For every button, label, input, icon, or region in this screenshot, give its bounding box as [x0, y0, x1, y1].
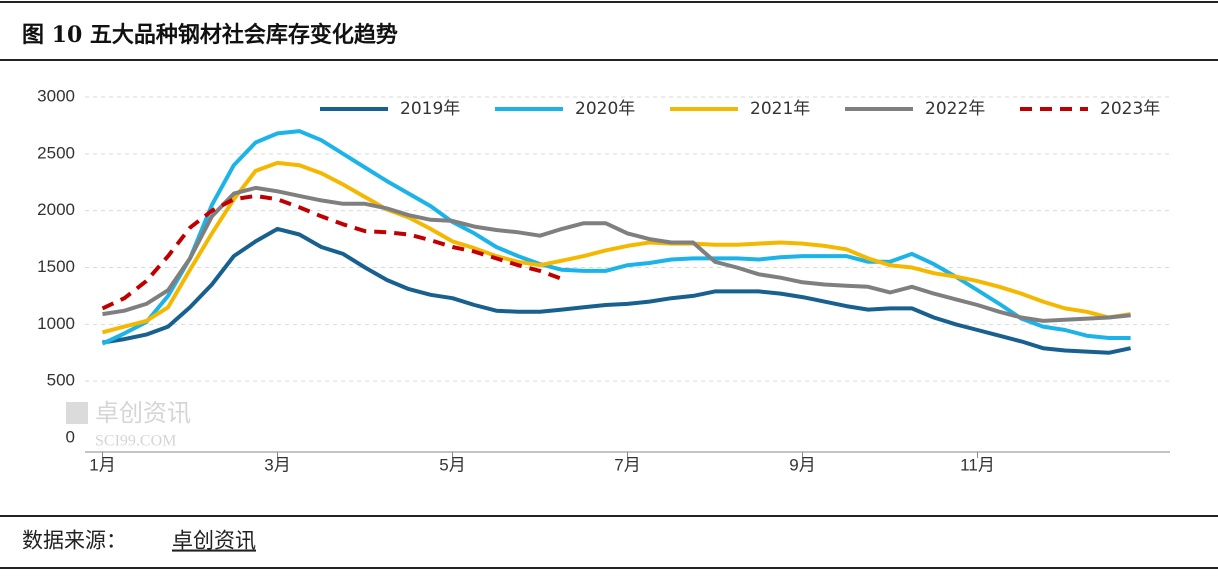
watermark-site: SCI99.COM — [95, 433, 176, 450]
x-tick-label: 3月 — [264, 455, 290, 474]
legend-label: 2022年 — [925, 99, 985, 119]
y-tick-label: 2000 — [37, 200, 75, 219]
x-tick-label: 1月 — [89, 455, 115, 474]
source-label: 数据来源： — [22, 529, 127, 553]
legend-label: 2023年 — [1100, 99, 1160, 119]
y-tick-label: 1000 — [37, 314, 75, 333]
y-tick-label: 2500 — [37, 143, 75, 162]
watermark-name: 卓创资讯 — [95, 399, 191, 427]
series-line — [102, 185, 1131, 323]
watermark: 卓创资讯 SCI99.COM — [66, 399, 191, 450]
series-line — [101, 193, 563, 311]
x-tick-label: 9月 — [789, 455, 815, 474]
legend-label: 2020年 — [575, 99, 635, 119]
y-tick-label: 3000 — [37, 86, 75, 105]
figure-title: 图 10 五大品种钢材社会库存变化趋势 — [22, 22, 398, 48]
y-tick-label: 0 — [66, 427, 75, 446]
x-tick-label: 11月 — [960, 455, 995, 474]
legend-label: 2021年 — [750, 99, 810, 119]
series-line — [101, 160, 1131, 335]
y-tick-label: 500 — [47, 371, 75, 390]
legend-label: 2019年 — [400, 99, 460, 119]
source-name: 卓创资讯 — [172, 529, 256, 553]
y-tick-label: 1500 — [37, 257, 75, 276]
x-tick-label: 7月 — [614, 455, 640, 474]
watermark-logo — [66, 402, 88, 424]
series-line — [102, 226, 1132, 355]
series-line — [101, 129, 1131, 346]
x-tick-label: 5月 — [439, 455, 465, 474]
